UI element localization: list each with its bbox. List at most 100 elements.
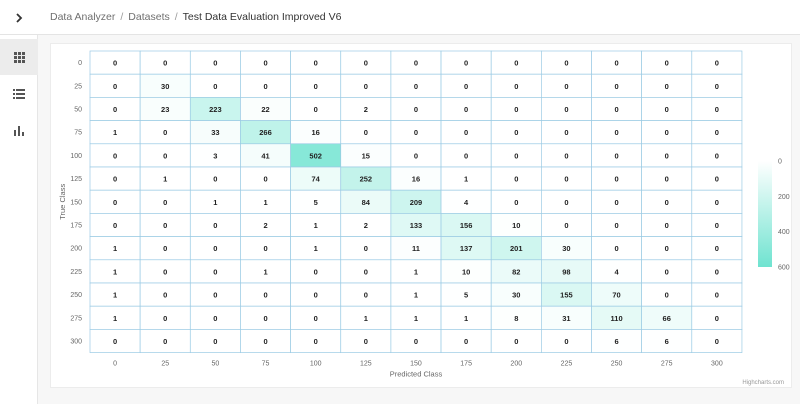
cell-value-label: 0 — [564, 221, 568, 230]
cell-value-label: 0 — [113, 105, 117, 114]
cell-value-label: 137 — [460, 244, 473, 253]
cell-value-label: 1 — [113, 244, 117, 253]
chevron-right-icon — [16, 12, 23, 23]
cell-value-label: 0 — [163, 221, 167, 230]
cell-value-label: 1 — [113, 291, 117, 300]
cell-value-label: 0 — [263, 82, 267, 91]
x-tick-label: 25 — [161, 361, 169, 368]
cell-value-label: 6 — [614, 337, 618, 346]
cell-value-label: 223 — [209, 105, 222, 114]
cell-value-label: 5 — [464, 291, 468, 300]
breadcrumb-datasets[interactable]: Datasets — [128, 11, 170, 23]
x-tick-label: 50 — [211, 361, 219, 368]
cell-value-label: 0 — [464, 59, 468, 68]
cell-value-label: 0 — [113, 221, 117, 230]
y-tick-label: 100 — [70, 153, 82, 160]
cell-value-label: 0 — [113, 59, 117, 68]
cell-value-label: 0 — [113, 198, 117, 207]
cell-value-label: 16 — [312, 128, 320, 137]
cell-value-label: 0 — [514, 198, 518, 207]
cell-value-label: 30 — [161, 82, 169, 91]
cell-value-label: 0 — [414, 151, 418, 160]
sidebar-item-list[interactable] — [0, 76, 38, 112]
list-icon — [13, 89, 25, 99]
cell-value-label: 0 — [564, 128, 568, 137]
cell-value-label: 0 — [314, 314, 318, 323]
cell-value-label: 0 — [213, 337, 217, 346]
sidebar-toggle-button[interactable] — [0, 0, 38, 35]
cell-value-label: 0 — [665, 267, 669, 276]
x-tick-label: 100 — [310, 361, 322, 368]
legend-tick-label: 600 — [778, 265, 790, 272]
cell-value-label: 82 — [512, 267, 520, 276]
cell-value-label: 0 — [364, 59, 368, 68]
cell-value-label: 0 — [715, 291, 719, 300]
cell-value-label: 1 — [263, 198, 267, 207]
x-tick-label: 200 — [510, 361, 522, 368]
y-tick-label: 50 — [74, 107, 82, 114]
cell-value-label: 0 — [163, 198, 167, 207]
y-tick-label: 175 — [70, 223, 82, 230]
cell-value-label: 0 — [414, 337, 418, 346]
cell-value-label: 0 — [614, 198, 618, 207]
y-tick-label: 0 — [78, 60, 82, 67]
cell-value-label: 133 — [410, 221, 423, 230]
cell-value-label: 0 — [314, 337, 318, 346]
cell-value-label: 0 — [514, 128, 518, 137]
cell-value-label: 0 — [163, 59, 167, 68]
cell-value-label: 6 — [665, 337, 669, 346]
breadcrumb-separator: / — [174, 11, 178, 23]
cell-value-label: 33 — [211, 128, 219, 137]
cell-value-label: 1 — [213, 198, 217, 207]
cell-value-label: 0 — [314, 82, 318, 91]
legend-tick-label: 0 — [778, 159, 782, 166]
cell-value-label: 2 — [263, 221, 267, 230]
x-tick-label: 75 — [262, 361, 270, 368]
cell-value-label: 0 — [163, 128, 167, 137]
cell-value-label: 0 — [364, 337, 368, 346]
cell-value-label: 0 — [514, 59, 518, 68]
cell-value-label: 0 — [665, 82, 669, 91]
cell-value-label: 201 — [510, 244, 523, 253]
cell-value-label: 0 — [113, 337, 117, 346]
cell-value-label: 0 — [364, 291, 368, 300]
sidebar — [0, 35, 38, 404]
cell-value-label: 8 — [514, 314, 518, 323]
cell-value-label: 0 — [314, 267, 318, 276]
cell-value-label: 0 — [614, 244, 618, 253]
cell-value-label: 1 — [364, 314, 368, 323]
sidebar-item-grid[interactable] — [0, 39, 38, 75]
sidebar-item-charts[interactable] — [0, 113, 38, 149]
cell-value-label: 0 — [665, 128, 669, 137]
cell-value-label: 41 — [261, 151, 269, 160]
cell-value-label: 2 — [364, 105, 368, 114]
cell-value-label: 0 — [213, 59, 217, 68]
top-bar: Data Analyzer / Datasets / Test Data Evaluat… — [0, 0, 800, 35]
x-tick-label: 225 — [561, 361, 573, 368]
cell-value-label: 110 — [611, 314, 623, 323]
cell-value-label: 0 — [665, 244, 669, 253]
cell-value-label: 31 — [562, 314, 570, 323]
cell-value-label: 0 — [715, 82, 719, 91]
cell-value-label: 266 — [259, 128, 272, 137]
x-tick-label: 300 — [711, 361, 723, 368]
bar-chart-icon — [14, 126, 24, 136]
cell-value-label: 0 — [614, 59, 618, 68]
cell-value-label: 0 — [514, 105, 518, 114]
x-tick-label: 175 — [460, 361, 472, 368]
cell-value-label: 0 — [213, 82, 217, 91]
cell-value-label: 1 — [113, 314, 117, 323]
cell-value-label: 0 — [213, 314, 217, 323]
cell-value-label: 0 — [213, 244, 217, 253]
cell-value-label: 0 — [163, 244, 167, 253]
y-tick-label: 150 — [70, 199, 82, 206]
cell-value-label: 0 — [263, 244, 267, 253]
cell-value-label: 0 — [665, 291, 669, 300]
y-tick-label: 200 — [70, 246, 82, 253]
cell-value-label: 30 — [512, 291, 520, 300]
cell-value-label: 0 — [564, 175, 568, 184]
cell-value-label: 0 — [263, 59, 267, 68]
cell-value-label: 84 — [362, 198, 371, 207]
breadcrumb-separator: / — [120, 11, 124, 23]
breadcrumb-data-analyzer[interactable]: Data Analyzer — [50, 11, 116, 23]
